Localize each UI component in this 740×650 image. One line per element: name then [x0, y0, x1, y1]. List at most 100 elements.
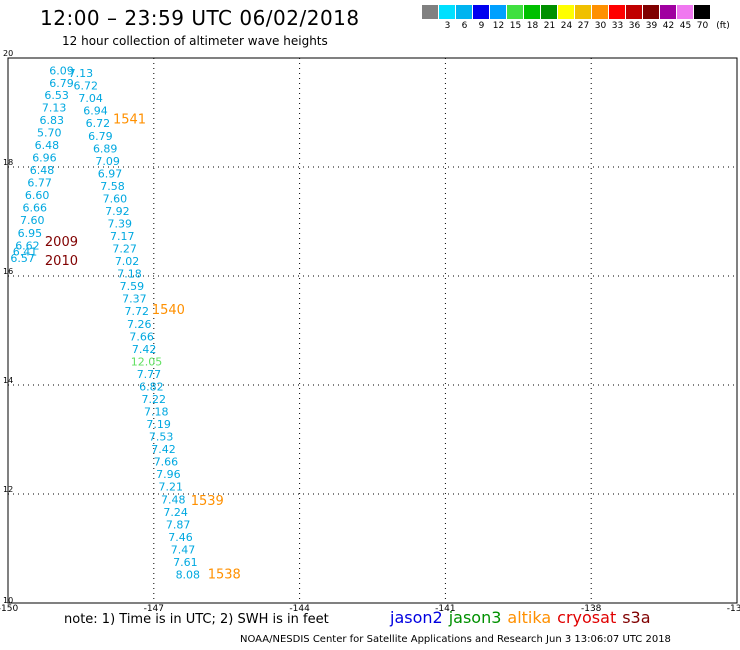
wave-height-label: 7.22: [142, 393, 167, 406]
color-scale-labels: 3 6 9 12 15 18 21 24 27 30 33 36 39 42 45 70 (ft): [422, 19, 730, 31]
wave-height-label: 6.53: [44, 89, 69, 102]
wave-height-label: 7.48: [161, 493, 186, 506]
wave-height-label: 6.95: [18, 227, 43, 240]
pass-time-label: 2010: [45, 254, 78, 269]
wave-height-label: 7.19: [146, 418, 171, 431]
y-tick-label: 20: [3, 49, 13, 58]
wave-height-label: 7.39: [108, 217, 133, 230]
note-text: note: 1) Time is in UTC; 2) SWH is in fe…: [64, 612, 329, 627]
satellite-legend-item: jason3: [448, 608, 502, 627]
y-tick-label: 10: [3, 596, 13, 605]
wave-height-label: 7.53: [149, 431, 174, 444]
wave-height-label: 7.59: [120, 280, 145, 293]
x-tick-label: -147: [144, 604, 164, 614]
wave-height-label: 7.61: [173, 556, 198, 569]
color-swatch: [524, 5, 541, 19]
color-scale-label: 15: [509, 21, 522, 31]
wave-height-label: 7.58: [100, 180, 125, 193]
wave-height-label: 7.72: [125, 305, 150, 318]
wave-height-label: 7.60: [103, 192, 128, 205]
x-tick-label: -135: [727, 604, 740, 614]
wave-height-label: 7.37: [122, 293, 147, 306]
color-swatch: [677, 5, 694, 19]
color-scale-label: 39: [645, 21, 658, 31]
color-swatch: [592, 5, 609, 19]
color-swatch: [507, 5, 524, 19]
wave-height-label: 7.47: [171, 543, 196, 556]
y-tick-label: 18: [3, 158, 13, 167]
wave-height-label: 7.21: [159, 481, 184, 494]
color-swatch: [643, 5, 660, 19]
wave-height-label: 6.48: [30, 164, 55, 177]
color-swatch: [558, 5, 575, 19]
x-tick-label: -144: [289, 604, 310, 614]
pass-time-label: 1538: [208, 567, 241, 582]
satellite-legend-item: cryosat: [557, 608, 617, 627]
wave-height-label: 7.87: [166, 518, 191, 531]
color-scale-label: 24: [560, 21, 573, 31]
wave-height-label: 7.66: [129, 330, 154, 343]
color-scale-label: 45: [679, 21, 692, 31]
wave-height-label: 7.24: [163, 506, 188, 519]
wave-height-label: 6.41: [13, 245, 38, 258]
wave-height-label: 6.96: [32, 152, 57, 165]
x-tick-label: -141: [435, 604, 455, 614]
color-swatch: [626, 5, 643, 19]
wave-height-label: 6.57: [10, 252, 35, 265]
y-tick-label: 12: [3, 485, 13, 494]
color-swatch: [541, 5, 558, 19]
color-scale-label: 33: [611, 21, 624, 31]
page-subtitle: 12 hour collection of altimeter wave hei…: [62, 34, 328, 48]
wave-height-label: 7.42: [151, 443, 176, 456]
wave-height-label: 7.13: [69, 67, 94, 80]
wave-height-label: 6.79: [88, 130, 113, 143]
wave-height-label: 7.96: [156, 468, 181, 481]
x-tick-label: -150: [0, 604, 18, 614]
wave-height-label: 7.42: [132, 343, 157, 356]
color-swatch: [490, 5, 507, 19]
wave-height-label: 7.26: [127, 318, 152, 331]
pass-time-label: 1541: [113, 112, 146, 127]
wave-height-label: 6.94: [83, 105, 108, 118]
wave-height-label: 6.09: [49, 64, 74, 77]
color-scale-label: 6: [461, 21, 468, 31]
color-scale-label: 30: [594, 21, 607, 31]
y-tick-label: 16: [3, 267, 13, 276]
color-swatch: [439, 5, 456, 19]
pass-time-label: 2009: [45, 235, 78, 250]
y-tick-label: 14: [3, 376, 13, 385]
satellite-legend-item: altika: [507, 608, 552, 627]
wave-height-label: 7.18: [117, 268, 142, 281]
wave-height-label: 6.62: [15, 239, 40, 252]
color-swatch: [660, 5, 677, 19]
color-scale-legend: 3 6 9 12 15 18 21 24 27 30 33 36 39 42 45 70 (ft): [422, 5, 730, 31]
wave-height-label: 7.17: [110, 230, 135, 243]
color-swatch: [422, 5, 439, 19]
wave-height-label: 7.60: [20, 214, 45, 227]
color-scale-label: 18: [526, 21, 539, 31]
wave-height-label: 6.89: [93, 142, 118, 155]
wave-height-label: 6.97: [98, 167, 123, 180]
pass-time-label: 1539: [191, 494, 224, 509]
wave-height-label: 8.08: [176, 568, 201, 581]
wave-height-label: 7.02: [115, 255, 140, 268]
wave-height-label: 7.09: [95, 155, 120, 168]
satellite-legend: jason2 jason3 altika cryosat s3a: [390, 608, 651, 627]
wave-height-label: 7.77: [137, 368, 162, 381]
color-scale-label: 36: [628, 21, 641, 31]
wave-height-label: 7.04: [78, 92, 103, 105]
wave-height-label: 7.27: [112, 243, 137, 256]
color-scale-unit: (ft): [716, 21, 730, 31]
color-swatch: [609, 5, 626, 19]
wave-height-label: 6.83: [39, 114, 64, 127]
color-swatch: [456, 5, 473, 19]
wave-height-label: 6.72: [86, 117, 111, 130]
color-scale-swatches: [422, 5, 711, 19]
wave-height-label: 7.66: [154, 456, 179, 469]
color-scale-label: 9: [478, 21, 485, 31]
color-scale-label: 21: [543, 21, 556, 31]
satellite-legend-item: jason2: [390, 608, 443, 627]
wave-height-label: 6.79: [49, 77, 74, 90]
wave-height-label: 6.60: [25, 189, 50, 202]
